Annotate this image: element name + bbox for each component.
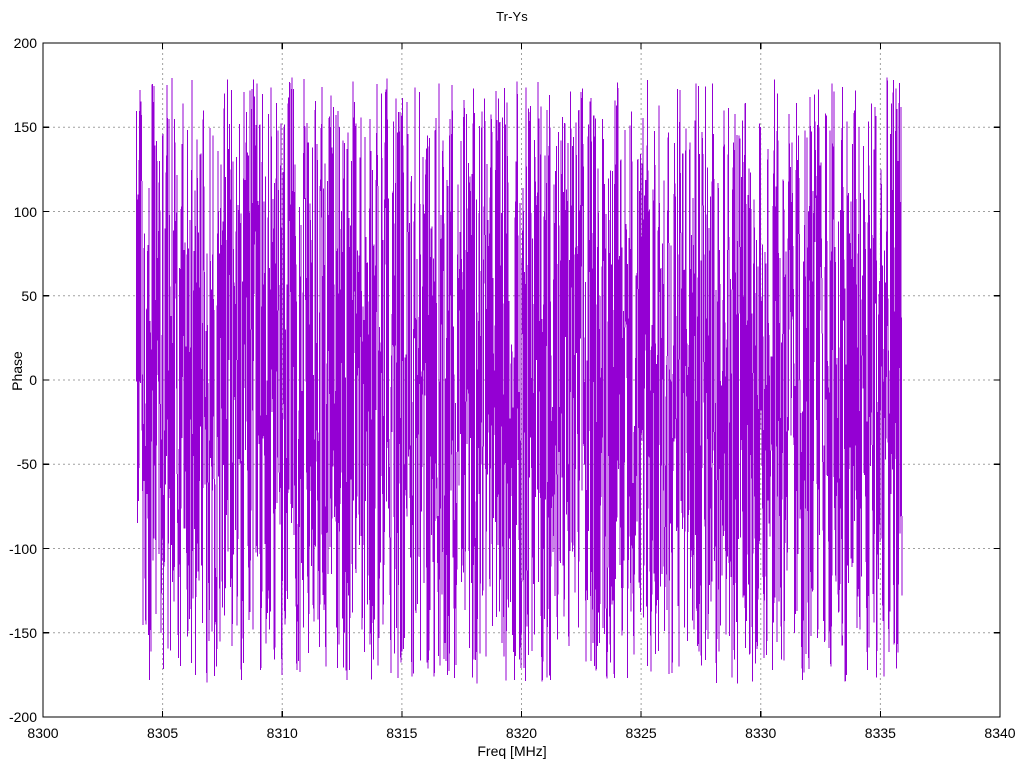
y-tick-label: 100 (13, 203, 37, 220)
data-series-0 (135, 77, 903, 684)
y-tick-label: 0 (29, 372, 37, 388)
y-tick-label: -200 (8, 709, 37, 725)
y-tick-label: 200 (13, 35, 37, 51)
y-tick-label: -150 (8, 624, 37, 641)
x-tick-label: 8325 (625, 725, 657, 741)
y-tick-label: 150 (13, 119, 37, 136)
x-tick-label: 8320 (505, 725, 538, 741)
tick-marks (42, 42, 1001, 718)
x-tick-label: 8330 (745, 725, 777, 741)
x-tick-label: 8340 (984, 725, 1016, 741)
y-tick-label: 50 (21, 287, 37, 304)
x-axis-label: Freq [MHz] (477, 743, 547, 759)
chart-title: Tr-Ys (496, 9, 528, 24)
x-tick-label: 8305 (147, 725, 179, 741)
x-tick-label: 8315 (386, 725, 418, 741)
y-tick-label: -100 (8, 540, 37, 557)
y-axis-ticks: 200 150 100 50 0 -50 -100 -150 -200 (0, 0, 37, 768)
y-axis-label: Phase (9, 351, 25, 391)
x-tick-label: 8335 (864, 725, 896, 741)
y-tick-label: -50 (16, 456, 37, 473)
x-tick-label: 8310 (266, 725, 298, 741)
x-tick-label: 8300 (27, 725, 59, 741)
